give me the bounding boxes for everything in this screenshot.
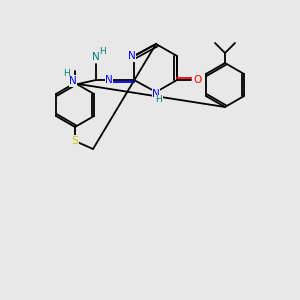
Text: H: H xyxy=(100,47,106,56)
Text: S: S xyxy=(71,136,79,146)
Text: H: H xyxy=(156,95,162,104)
Text: N: N xyxy=(92,52,100,62)
Text: H: H xyxy=(63,70,69,79)
Text: N: N xyxy=(69,76,77,86)
Text: N: N xyxy=(152,89,160,99)
Text: N: N xyxy=(128,51,136,61)
Text: N: N xyxy=(105,75,113,85)
Text: O: O xyxy=(193,75,201,85)
